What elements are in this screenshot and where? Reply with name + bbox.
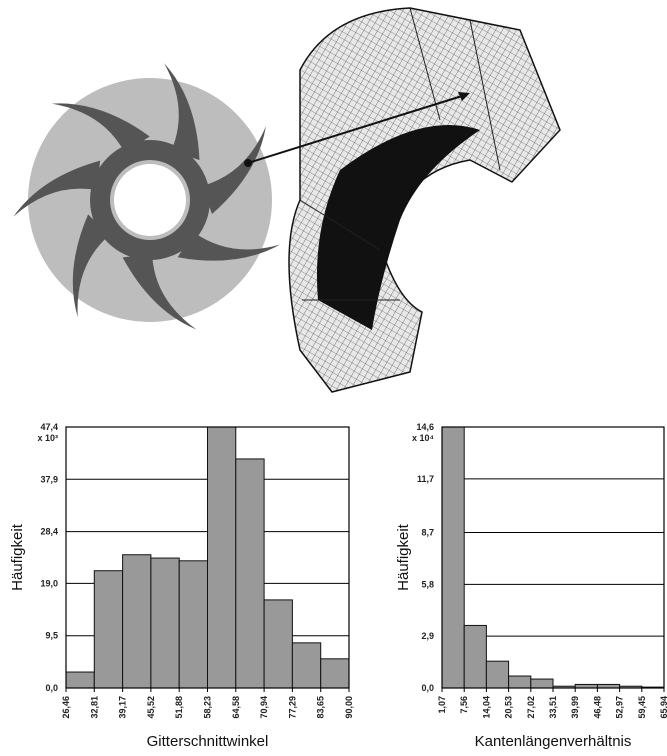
x-tick-label: 46,48 bbox=[592, 696, 602, 719]
x-tick-label: 70,94 bbox=[259, 696, 269, 719]
x-axis-title: Kantenlängenverhältnis bbox=[475, 733, 632, 750]
bar bbox=[509, 676, 531, 688]
y-tick-label: 11,7 bbox=[417, 474, 434, 484]
mesh-illustration bbox=[289, 8, 560, 392]
bar bbox=[179, 561, 207, 688]
x-tick-label: 27,02 bbox=[526, 696, 536, 719]
y-tick-label: 2,9 bbox=[421, 631, 434, 641]
bar bbox=[464, 625, 486, 688]
bar bbox=[531, 679, 553, 688]
y-tick-label: 5,8 bbox=[421, 579, 434, 589]
y-tick-label: 0,0 bbox=[421, 683, 434, 693]
bar bbox=[292, 643, 320, 688]
x-tick-label: 59,45 bbox=[637, 696, 647, 719]
bar bbox=[486, 661, 508, 688]
y-axis-title: Häufigkeit bbox=[395, 523, 412, 591]
x-tick-label: 51,88 bbox=[174, 696, 184, 719]
x-tick-label: 64,58 bbox=[231, 696, 241, 719]
bar bbox=[321, 659, 349, 688]
bar bbox=[208, 427, 236, 688]
x-tick-label: 33,51 bbox=[548, 696, 558, 719]
y-tick-label: 14,6 bbox=[416, 422, 434, 432]
x-tick-label: 52,97 bbox=[615, 696, 625, 719]
bar bbox=[442, 427, 464, 688]
x-tick-label: 90,00 bbox=[344, 696, 354, 719]
x-tick-label: 39,99 bbox=[570, 696, 580, 719]
x-tick-label: 77,29 bbox=[287, 696, 297, 719]
x-tick-label: 14,04 bbox=[481, 696, 491, 719]
x-axis-title: Gitterschnittwinkel bbox=[147, 733, 269, 750]
figure: 0,0 9,5 19,0 28,4 37,9 47,4x 10³ 26,46 32,81 39,… bbox=[0, 0, 667, 751]
y-tick-label: 19,0 bbox=[40, 578, 58, 588]
x-tick-label: 65,94 bbox=[659, 696, 667, 719]
y-axis-title: Häufigkeit bbox=[9, 523, 26, 591]
bar bbox=[264, 600, 292, 688]
x-tick-label: 83,65 bbox=[316, 696, 326, 719]
y-tick-label: 8,7 bbox=[421, 527, 434, 537]
impeller-illustration bbox=[13, 63, 280, 329]
bar bbox=[236, 459, 264, 688]
y-tick-label: 9,5 bbox=[45, 631, 58, 641]
y-tick-label: 28,4 bbox=[40, 527, 58, 537]
x-tick-label: 58,23 bbox=[203, 696, 213, 719]
bar bbox=[66, 672, 94, 688]
bar bbox=[123, 555, 151, 688]
y-multiplier: x 10⁴ bbox=[412, 433, 434, 443]
bar bbox=[151, 558, 179, 688]
x-tick-label: 32,81 bbox=[89, 696, 99, 719]
bar bbox=[94, 571, 122, 688]
y-multiplier: x 10³ bbox=[37, 433, 58, 443]
x-tick-label: 45,52 bbox=[146, 696, 156, 719]
x-tick-label: 20,53 bbox=[504, 696, 514, 719]
x-tick-label: 1,07 bbox=[437, 696, 447, 714]
x-tick-label: 26,46 bbox=[61, 696, 71, 719]
x-tick-label: 7,56 bbox=[459, 696, 469, 714]
y-tick-label: 37,9 bbox=[40, 474, 58, 484]
x-tick-label: 39,17 bbox=[118, 696, 128, 719]
y-tick-label: 0,0 bbox=[45, 683, 58, 693]
y-tick-label: 47,4 bbox=[40, 422, 58, 432]
